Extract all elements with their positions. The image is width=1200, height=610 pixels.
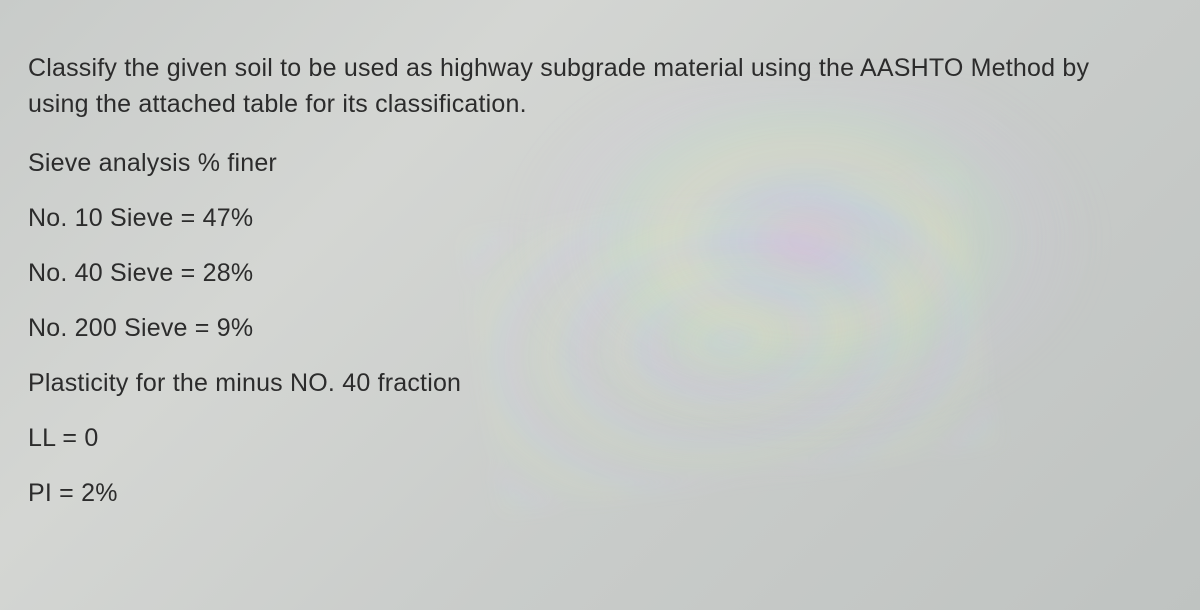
question-body: Classify the given soil to be used as hi… <box>0 0 1200 506</box>
ll-line: LL = 0 <box>28 426 1172 451</box>
pi-line: PI = 2% <box>28 481 1172 506</box>
sieve-10-line: No. 10 Sieve = 47% <box>28 206 1172 231</box>
sieve-analysis-header: Sieve analysis % finer <box>28 151 1172 176</box>
sieve-200-line: No. 200 Sieve = 9% <box>28 316 1172 341</box>
plasticity-header: Plasticity for the minus NO. 40 fraction <box>28 371 1172 396</box>
question-prompt: Classify the given soil to be used as hi… <box>28 50 1172 123</box>
prompt-line-2: using the attached table for its classif… <box>28 90 527 118</box>
sieve-40-line: No. 40 Sieve = 28% <box>28 261 1172 286</box>
prompt-line-1: Classify the given soil to be used as hi… <box>28 54 1089 82</box>
